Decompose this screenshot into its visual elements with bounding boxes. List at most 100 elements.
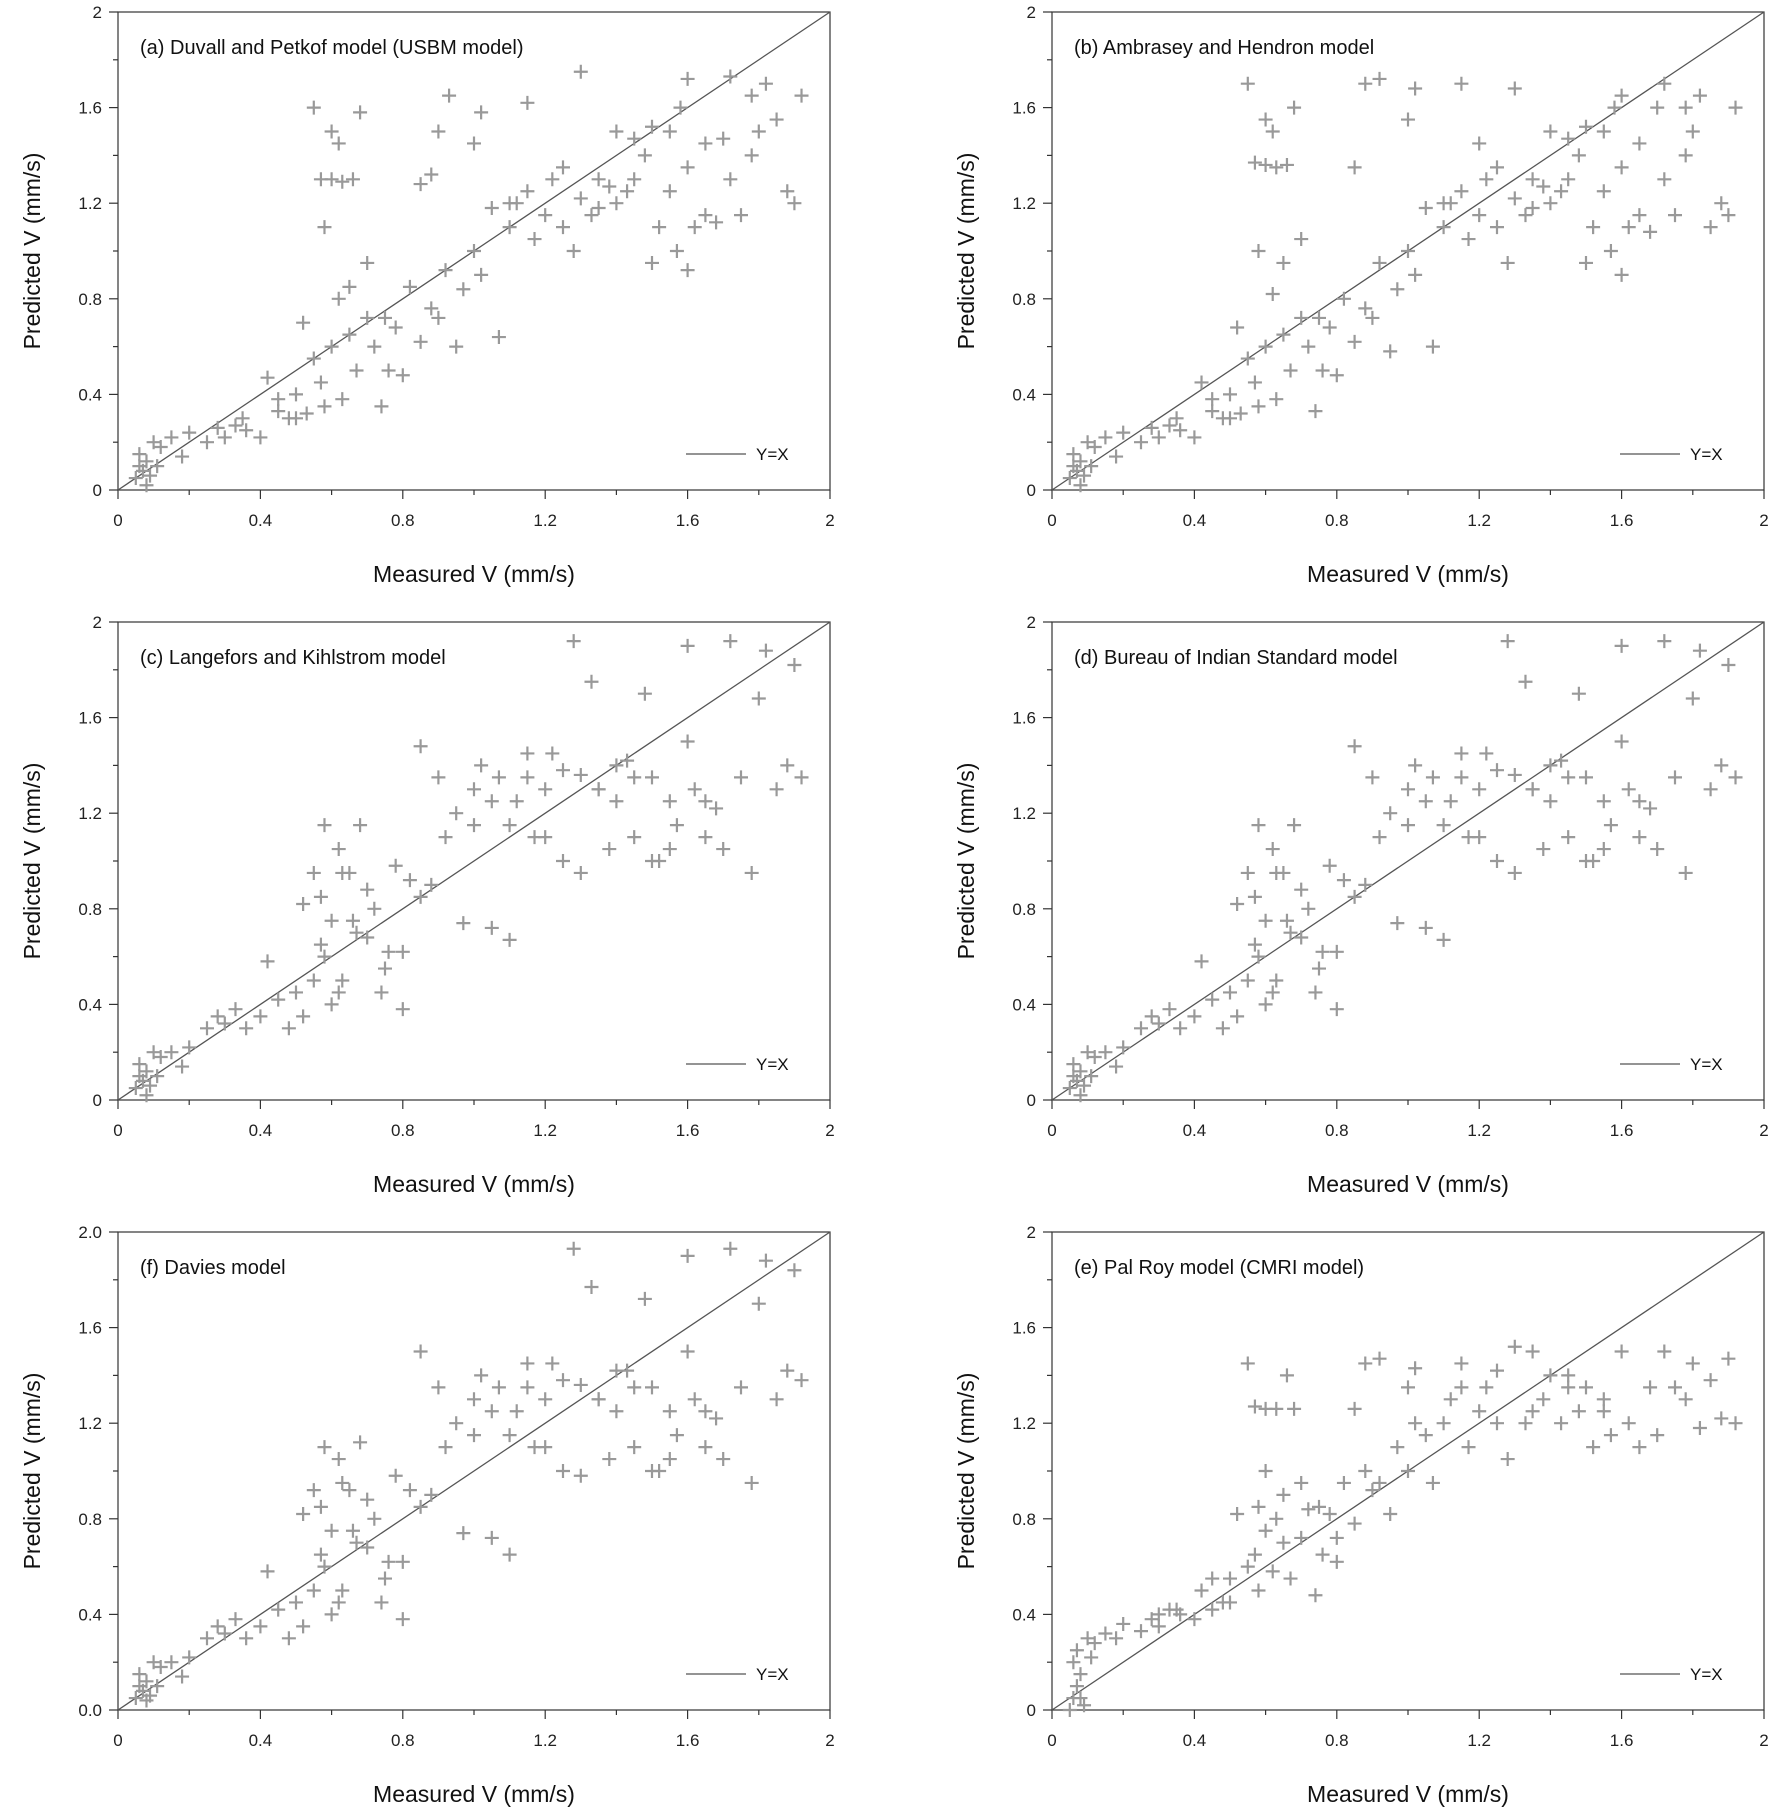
data-point xyxy=(1258,112,1273,127)
data-point xyxy=(182,425,197,440)
data-point xyxy=(395,1612,410,1627)
data-point xyxy=(1596,1404,1611,1419)
data-point xyxy=(374,1595,389,1610)
data-point xyxy=(402,873,417,888)
data-point xyxy=(228,1002,243,1017)
data-point xyxy=(1287,1401,1302,1416)
data-point xyxy=(1329,368,1344,383)
data-point xyxy=(1372,71,1387,86)
data-point xyxy=(1247,889,1262,904)
data-point xyxy=(467,818,481,833)
data-point xyxy=(1536,1392,1551,1407)
data-point xyxy=(573,1468,588,1483)
data-point xyxy=(1247,1399,1262,1414)
y-tick-label: 2 xyxy=(93,3,102,22)
data-point xyxy=(388,1468,403,1483)
data-point xyxy=(1116,1616,1131,1631)
data-point xyxy=(751,124,766,139)
data-point xyxy=(556,854,570,868)
data-point xyxy=(1223,387,1237,402)
data-point xyxy=(545,746,560,761)
data-point xyxy=(1223,1595,1237,1610)
data-point xyxy=(260,954,275,969)
y-tick-label: 1.2 xyxy=(78,804,102,823)
legend-label: Y=X xyxy=(756,445,789,464)
data-point xyxy=(1223,985,1237,1000)
data-point xyxy=(573,865,588,880)
data-point xyxy=(1543,124,1558,139)
data-point xyxy=(456,916,471,931)
x-tick-label: 1.2 xyxy=(1467,1121,1491,1140)
data-point xyxy=(709,1411,724,1426)
data-point xyxy=(723,69,738,84)
data-point xyxy=(1162,1002,1177,1017)
x-tick-label: 1.6 xyxy=(676,1731,700,1750)
data-point xyxy=(1069,1073,1084,1088)
data-point xyxy=(1383,806,1398,821)
data-point xyxy=(645,1464,659,1478)
data-point xyxy=(395,1002,410,1017)
data-point xyxy=(556,1464,570,1478)
data-point xyxy=(1390,916,1405,931)
data-point xyxy=(1151,1619,1166,1634)
data-point xyxy=(1507,1339,1522,1354)
data-point xyxy=(584,674,599,689)
data-point xyxy=(538,1440,553,1455)
data-point xyxy=(1490,160,1504,175)
data-point xyxy=(1251,244,1266,258)
data-point xyxy=(1365,770,1380,785)
data-point xyxy=(239,423,254,438)
data-point xyxy=(1080,435,1095,450)
data-point xyxy=(143,468,158,483)
data-point xyxy=(135,1683,150,1698)
data-point xyxy=(306,973,321,988)
data-point xyxy=(143,1078,158,1093)
data-point xyxy=(584,1279,599,1294)
data-point xyxy=(228,418,243,433)
data-point xyxy=(1240,351,1255,366)
data-point xyxy=(780,184,795,199)
data-point xyxy=(1312,961,1326,976)
data-point xyxy=(627,1380,642,1395)
data-point xyxy=(734,208,748,223)
data-point xyxy=(1294,1475,1309,1490)
data-point xyxy=(210,1619,225,1634)
y-tick-label: 0.4 xyxy=(1012,995,1036,1014)
data-point xyxy=(716,131,731,146)
data-point xyxy=(1077,468,1092,483)
data-point xyxy=(1657,1344,1672,1359)
data-point xyxy=(1358,1464,1373,1478)
data-point xyxy=(1518,674,1533,689)
data-point xyxy=(349,925,364,940)
data-point xyxy=(424,877,439,892)
data-point xyxy=(1621,220,1636,235)
data-point xyxy=(1205,1571,1220,1586)
data-point xyxy=(1454,770,1469,785)
data-point xyxy=(1518,208,1533,223)
data-point xyxy=(1490,854,1504,868)
y-tick-label: 0.8 xyxy=(78,900,102,919)
data-point xyxy=(1087,439,1102,454)
y-tick-label: 2.0 xyxy=(78,1223,102,1242)
data-point xyxy=(431,310,446,325)
data-point xyxy=(1632,136,1647,151)
data-point xyxy=(637,686,652,701)
data-point xyxy=(1714,758,1729,773)
y-tick-label: 1.2 xyxy=(78,1414,102,1433)
data-point xyxy=(128,1691,143,1706)
data-point xyxy=(680,263,695,278)
data-point xyxy=(609,1363,624,1378)
data-point xyxy=(388,320,403,335)
data-point xyxy=(306,1483,321,1498)
data-point xyxy=(317,1559,332,1574)
data-point xyxy=(1668,208,1682,223)
reference-line-y-equals-x xyxy=(117,1231,831,1711)
legend-label: Y=X xyxy=(1690,445,1723,464)
x-tick-label: 1.2 xyxy=(533,1731,557,1750)
data-point xyxy=(698,830,713,845)
y-tick-label: 1.2 xyxy=(1012,1414,1036,1433)
data-point xyxy=(794,88,809,103)
data-point xyxy=(139,1674,154,1689)
data-point xyxy=(698,208,713,223)
data-point xyxy=(1098,430,1113,445)
